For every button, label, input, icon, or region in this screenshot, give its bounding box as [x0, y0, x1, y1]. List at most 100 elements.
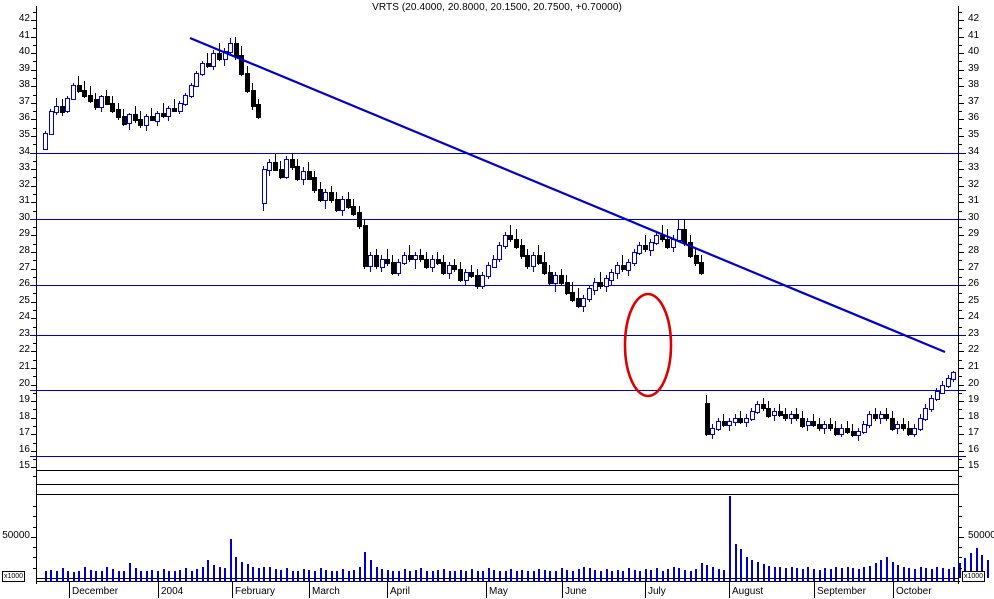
candle-body[interactable]	[637, 245, 642, 254]
candle-body[interactable]	[480, 275, 485, 287]
candle-body[interactable]	[609, 272, 614, 281]
candle-body[interactable]	[845, 428, 850, 433]
candle-body[interactable]	[553, 275, 558, 284]
candle-body[interactable]	[155, 113, 160, 122]
candle-body[interactable]	[200, 63, 205, 75]
candle-body[interactable]	[682, 229, 687, 244]
candle-body[interactable]	[133, 114, 138, 121]
candle-body[interactable]	[935, 391, 940, 400]
candle-body[interactable]	[542, 262, 547, 274]
candle-body[interactable]	[323, 192, 328, 201]
candle-body[interactable]	[918, 418, 923, 430]
candle-body[interactable]	[710, 428, 715, 435]
candle-body[interactable]	[166, 108, 171, 117]
candle-body[interactable]	[486, 265, 491, 277]
candle-body[interactable]	[273, 162, 278, 171]
candle-body[interactable]	[951, 372, 956, 380]
support-resistance-line[interactable]	[37, 153, 958, 154]
candle-body[interactable]	[671, 239, 676, 248]
candle-body[interactable]	[54, 106, 59, 113]
candle-body[interactable]	[789, 414, 794, 419]
candle-body[interactable]	[71, 85, 76, 100]
candle-body[interactable]	[733, 418, 738, 423]
candle-body[interactable]	[65, 98, 70, 112]
candle-body[interactable]	[879, 414, 884, 419]
candle-body[interactable]	[144, 116, 149, 126]
candle-body[interactable]	[907, 428, 912, 435]
candle-body[interactable]	[77, 85, 82, 92]
candle-body[interactable]	[458, 269, 463, 281]
candle-body[interactable]	[122, 116, 127, 125]
candle-body[interactable]	[755, 404, 760, 413]
candle-body[interactable]	[301, 171, 306, 180]
candle-body[interactable]	[497, 245, 502, 260]
candle-body[interactable]	[194, 73, 199, 87]
candle-body[interactable]	[441, 262, 446, 274]
candle-body[interactable]	[178, 103, 183, 112]
candle-body[interactable]	[49, 111, 54, 135]
candle-body[interactable]	[867, 414, 872, 426]
candle-body[interactable]	[88, 95, 93, 102]
candle-body[interactable]	[615, 265, 620, 274]
candle-body[interactable]	[217, 53, 222, 60]
candle-body[interactable]	[99, 96, 104, 108]
candle-body[interactable]	[161, 113, 166, 117]
candle-body[interactable]	[94, 99, 99, 108]
candle-body[interactable]	[183, 95, 188, 105]
candle-body[interactable]	[901, 424, 906, 429]
support-resistance-line[interactable]	[37, 285, 958, 286]
candle-body[interactable]	[531, 255, 536, 267]
candle-body[interactable]	[890, 418, 895, 430]
candle-body[interactable]	[587, 288, 592, 300]
candle-body[interactable]	[374, 255, 379, 267]
candle-body[interactable]	[267, 162, 272, 171]
candle-body[interactable]	[116, 109, 121, 118]
candle-body[interactable]	[772, 411, 777, 416]
candle-body[interactable]	[851, 431, 856, 436]
candle-body[interactable]	[688, 242, 693, 257]
candle-body[interactable]	[452, 265, 457, 270]
candle-body[interactable]	[430, 259, 435, 268]
candle-body[interactable]	[929, 398, 934, 410]
candle-body[interactable]	[424, 259, 429, 268]
candle-body[interactable]	[60, 106, 65, 113]
support-resistance-line[interactable]	[37, 456, 958, 457]
candle-body[interactable]	[946, 378, 951, 387]
candle-body[interactable]	[368, 255, 373, 267]
candle-body[interactable]	[884, 414, 889, 419]
candle-body[interactable]	[340, 199, 345, 211]
candle-body[interactable]	[396, 262, 401, 274]
candle-body[interactable]	[295, 166, 300, 180]
candle-body[interactable]	[312, 177, 317, 191]
candle-body[interactable]	[492, 259, 497, 268]
candle-body[interactable]	[239, 55, 244, 75]
candle-body[interactable]	[598, 282, 603, 287]
candle-body[interactable]	[385, 259, 390, 264]
candle-body[interactable]	[228, 43, 233, 53]
candle-body[interactable]	[172, 108, 177, 112]
candle-body[interactable]	[138, 119, 143, 126]
candle-body[interactable]	[778, 411, 783, 416]
candle-body[interactable]	[783, 414, 788, 419]
candle-body[interactable]	[211, 53, 216, 67]
candle-body[interactable]	[82, 90, 87, 97]
candle-body[interactable]	[581, 298, 586, 307]
candle-body[interactable]	[402, 255, 407, 264]
candle-body[interactable]	[570, 292, 575, 301]
support-resistance-line[interactable]	[37, 390, 958, 391]
candle-body[interactable]	[873, 414, 878, 419]
candle-body[interactable]	[150, 116, 155, 121]
candle-body[interactable]	[43, 133, 48, 150]
candle-body[interactable]	[643, 245, 648, 250]
candle-body[interactable]	[469, 272, 474, 277]
support-resistance-line[interactable]	[37, 219, 958, 220]
candle-body[interactable]	[559, 275, 564, 284]
candle-body[interactable]	[284, 159, 289, 178]
candle-body[interactable]	[525, 255, 530, 267]
candle-body[interactable]	[514, 239, 519, 248]
candle-body[interactable]	[105, 96, 110, 105]
candle-body[interactable]	[940, 385, 945, 394]
candle-body[interactable]	[705, 403, 710, 435]
candle-body[interactable]	[626, 262, 631, 271]
candle-body[interactable]	[127, 114, 132, 124]
